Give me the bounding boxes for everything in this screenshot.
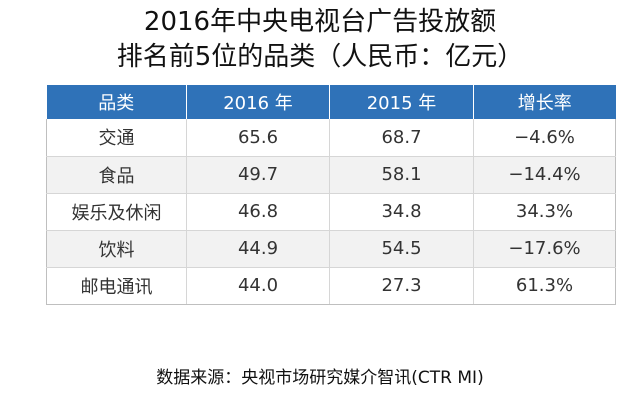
cell-growth: −4.6%: [473, 119, 616, 157]
cell-2016: 65.6: [186, 119, 330, 157]
cell-growth: −14.4%: [473, 156, 616, 194]
cell-2015: 58.1: [329, 156, 474, 194]
header-2016: 2016 年: [186, 85, 330, 119]
data-table: 品类 2016 年 2015 年 增长率 交通 65.6 68.7 −4.6% …: [46, 85, 616, 305]
cell-growth: 61.3%: [473, 267, 616, 305]
header-category: 品类: [46, 85, 187, 119]
cell-2016: 44.0: [186, 267, 330, 305]
cell-growth: 34.3%: [473, 193, 616, 231]
cell-growth: −17.6%: [473, 230, 616, 268]
table-row: 饮料 44.9 54.5 −17.6%: [46, 230, 616, 268]
header-2015: 2015 年: [329, 85, 474, 119]
source-note: 数据来源：央视市场研究媒介智讯(CTR MI): [156, 368, 484, 388]
cell-category: 饮料: [46, 230, 187, 268]
cell-2015: 68.7: [329, 119, 474, 157]
header-row: 品类 2016 年 2015 年 增长率: [46, 85, 616, 119]
cell-category: 邮电通讯: [46, 267, 187, 305]
cell-2016: 49.7: [186, 156, 330, 194]
table-row: 食品 49.7 58.1 −14.4%: [46, 156, 616, 194]
header-growth: 增长率: [473, 85, 616, 119]
cell-category: 娱乐及休闲: [46, 193, 187, 231]
table-row: 邮电通讯 44.0 27.3 61.3%: [46, 267, 616, 305]
cell-2015: 27.3: [329, 267, 474, 305]
cell-category: 交通: [46, 119, 187, 157]
cell-2016: 44.9: [186, 230, 330, 268]
table-header: 品类 2016 年 2015 年 增长率: [46, 85, 616, 119]
chart-title-line-1: 2016年中央电视台广告投放额: [143, 7, 497, 37]
cell-category: 食品: [46, 156, 187, 194]
table-body: 交通 65.6 68.7 −4.6% 食品 49.7 58.1 −14.4% 娱…: [46, 119, 616, 305]
cell-2015: 54.5: [329, 230, 474, 268]
chart-title-line-2: 排名前5位的品类（人民币：亿元）: [116, 42, 524, 72]
cell-2015: 34.8: [329, 193, 474, 231]
table-row: 娱乐及休闲 46.8 34.8 34.3%: [46, 193, 616, 231]
table-row: 交通 65.6 68.7 −4.6%: [46, 119, 616, 157]
cell-2016: 46.8: [186, 193, 330, 231]
